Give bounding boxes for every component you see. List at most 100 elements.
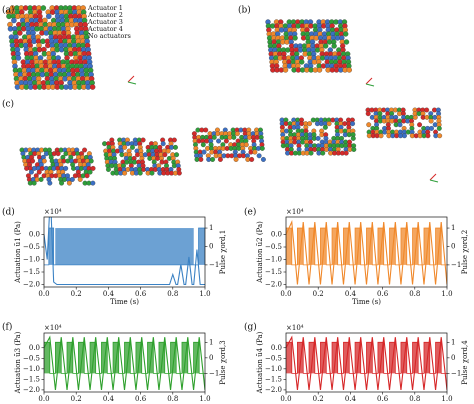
voxel	[299, 59, 305, 65]
triad-axis	[127, 81, 137, 85]
voxel	[36, 169, 42, 175]
voxel	[350, 135, 356, 141]
y-tick-label: −1.0	[265, 256, 282, 264]
triad-axis	[429, 173, 437, 181]
voxel	[105, 166, 111, 172]
pulse-block	[366, 342, 373, 374]
x-tick-label: 0.6	[377, 395, 389, 403]
voxel	[17, 30, 23, 36]
y-tick-label: −1.5	[265, 268, 282, 276]
pulse-block	[366, 228, 373, 265]
legend-entry: No actuators	[88, 32, 131, 40]
pulse-block	[389, 342, 396, 374]
y2-tick-label: −1	[451, 369, 461, 377]
y-axis-label: Actuation ũ1 (Pa)	[14, 221, 22, 284]
axis-triads	[127, 75, 439, 183]
plot-area	[286, 335, 447, 390]
voxel	[292, 35, 298, 41]
y-tick-label: 0.0	[271, 231, 282, 239]
plot-frame	[43, 216, 206, 288]
voxel	[176, 170, 182, 176]
voxel	[165, 148, 171, 154]
x-tick-label: 1.0	[441, 290, 452, 298]
pulse-block	[55, 342, 62, 374]
x-tick-label: 0.6	[377, 290, 389, 298]
y2-axis-label: Pulse χord,3	[219, 340, 227, 384]
voxel	[378, 133, 384, 139]
pulse-block	[78, 342, 85, 374]
voxel	[84, 173, 90, 179]
x-tick-label: 0.4	[103, 290, 115, 298]
y2-tick-label: 0	[209, 354, 213, 362]
voxel	[322, 124, 328, 130]
x-tick-label: 0.8	[409, 395, 420, 403]
x-tick-label: 0.0	[38, 395, 49, 403]
voxel	[351, 146, 357, 152]
multiplier: ×10⁴	[44, 208, 62, 216]
pulse-block	[297, 342, 304, 374]
voxel	[130, 144, 135, 150]
legend-entry: Actuator 2	[87, 11, 123, 19]
pulse-block	[423, 342, 430, 374]
triad-axis	[127, 75, 135, 83]
voxel	[63, 165, 69, 171]
pulse-block	[67, 342, 73, 374]
voxel	[203, 127, 209, 133]
y-tick-label: −1.0	[23, 256, 40, 264]
voxel	[307, 121, 313, 127]
pulse-block	[147, 342, 154, 374]
voxel	[322, 43, 329, 49]
legend-entry: Actuator 4	[87, 25, 123, 33]
y2-tick-label: 1	[209, 224, 213, 232]
voxel	[28, 169, 34, 175]
pulse-block	[377, 228, 384, 265]
panel-label: (f)	[2, 322, 12, 333]
y2-axis-label: Pulse χord,1	[219, 230, 227, 274]
y-tick-label: −2.0	[23, 281, 40, 289]
voxel	[89, 84, 96, 90]
voxel	[436, 125, 442, 131]
voxel	[259, 145, 265, 151]
pulse-block	[44, 342, 50, 374]
voxel	[160, 141, 166, 147]
voxel	[366, 122, 372, 128]
pulse-block	[135, 342, 142, 374]
voxel	[256, 153, 262, 159]
y-tick-label: −0.5	[265, 354, 282, 362]
voxel	[343, 31, 349, 37]
pulse-block	[170, 342, 177, 374]
y-tick-label: 0.0	[29, 344, 40, 352]
y-tick-label: −2.0	[265, 386, 282, 394]
voxel	[252, 149, 258, 155]
pulse-block	[101, 342, 108, 374]
pulse-line	[286, 341, 447, 374]
pulse-line	[286, 227, 447, 266]
voxel	[87, 169, 93, 175]
voxel	[41, 158, 47, 164]
pulse-block	[400, 228, 407, 265]
y2-tick-label: 0	[451, 354, 455, 362]
x-tick-label: 0.4	[103, 395, 115, 403]
x-tick-label: 0.8	[167, 290, 178, 298]
plot-frame	[43, 332, 206, 393]
x-tick-label: 1.0	[441, 395, 452, 403]
voxel	[66, 180, 72, 186]
x-tick-label: 0.6	[135, 395, 147, 403]
voxel	[308, 150, 314, 156]
legend-entry: Actuator 1	[87, 4, 123, 12]
voxel	[149, 170, 155, 176]
pulse-block	[435, 342, 442, 374]
voxel	[243, 142, 249, 148]
pulse-block	[412, 228, 419, 265]
pulse-block	[343, 342, 350, 374]
voxel	[82, 147, 88, 153]
x-tick-label: 0.0	[280, 395, 291, 403]
voxel	[223, 138, 229, 144]
voxel	[173, 144, 178, 150]
plot-area	[286, 219, 447, 285]
x-tick-label: 0.4	[345, 395, 357, 403]
pulse-block	[124, 342, 131, 374]
multiplier: ×10⁴	[44, 324, 62, 332]
pulse-block	[309, 228, 315, 265]
pulse-block	[193, 342, 200, 374]
